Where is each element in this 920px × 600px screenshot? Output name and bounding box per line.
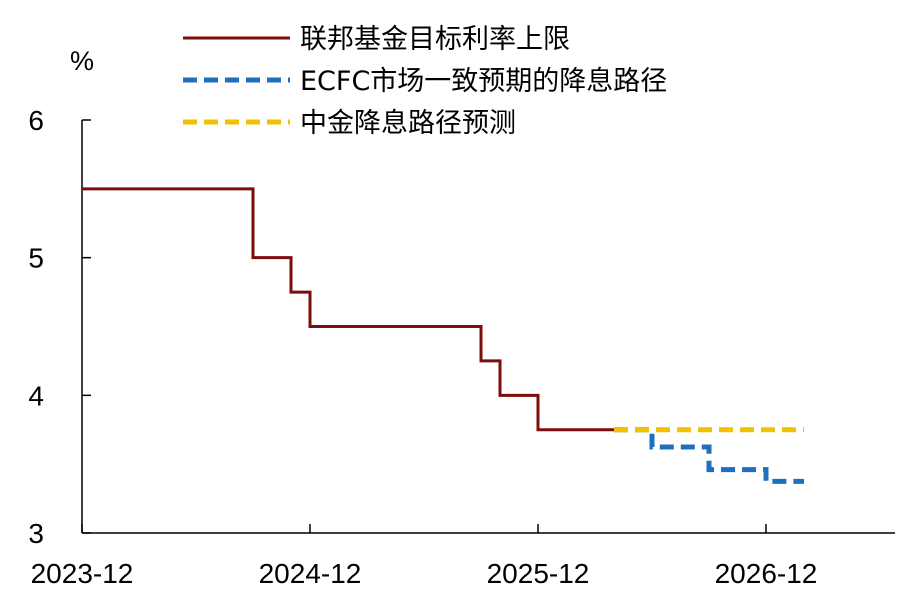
series-layer — [82, 187, 804, 484]
series-line-2 — [614, 427, 804, 484]
axes: 3 4 5 6 2023-12 2024-12 2025-12 2026-12 — [28, 105, 895, 589]
legend-label-2: ECFC市场一致预期的降息路径 — [300, 66, 667, 97]
series-line-1 — [82, 187, 614, 432]
x-tick-label: 2026-12 — [715, 558, 818, 589]
x-tick-label: 2023-12 — [31, 558, 134, 589]
y-tick-label: 6 — [28, 105, 44, 136]
x-tick-label: 2024-12 — [259, 558, 362, 589]
legend-label-1: 联邦基金目标利率上限 — [300, 24, 570, 55]
y-tick-label: 4 — [28, 380, 44, 411]
y-tick-label: 5 — [28, 243, 44, 274]
x-tick-label: 2025-12 — [487, 558, 590, 589]
y-tick-label: 3 — [28, 518, 44, 549]
y-unit-label: % — [70, 46, 94, 76]
legend-label-3: 中金降息路径预测 — [300, 108, 516, 139]
